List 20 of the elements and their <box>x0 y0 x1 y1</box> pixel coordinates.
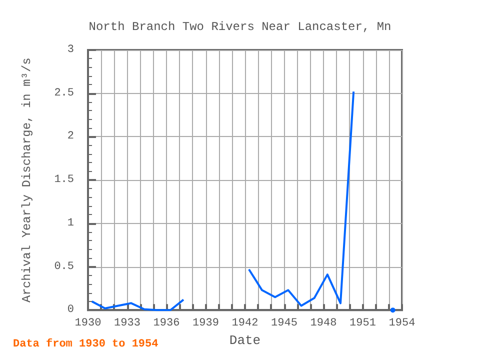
y-tick-label: 2 <box>67 130 74 143</box>
y-tick-label: 2.5 <box>54 87 74 100</box>
y-tick-label: 3 <box>67 44 74 56</box>
x-tick-label: 1939 <box>192 318 219 330</box>
text: Data from 1930 to 1954 <box>13 338 159 350</box>
x-axis-title: Date <box>229 333 261 348</box>
y-tick-label: 0.5 <box>54 260 74 273</box>
chart-title: North Branch Two Rivers Near Lancaster, Mn <box>88 20 392 34</box>
x-tick-label: 1951 <box>350 318 376 330</box>
x-tick-label: 1936 <box>153 318 180 330</box>
y-tick-label: 1 <box>67 217 74 230</box>
x-tick-label: 1948 <box>310 318 337 330</box>
x-tick-label: 1945 <box>271 318 298 330</box>
x-tick-label: 1933 <box>114 318 140 330</box>
x-tick-label: 1942 <box>232 318 258 330</box>
x-tick-label: 1930 <box>74 318 102 330</box>
y-tick-label: 0 <box>67 304 74 316</box>
y-axis-title: Archival Yearly Discharge, in m³/s <box>20 58 34 302</box>
x-tick-label: 1954 <box>388 318 416 330</box>
y-tick-label: 1.5 <box>54 174 74 186</box>
